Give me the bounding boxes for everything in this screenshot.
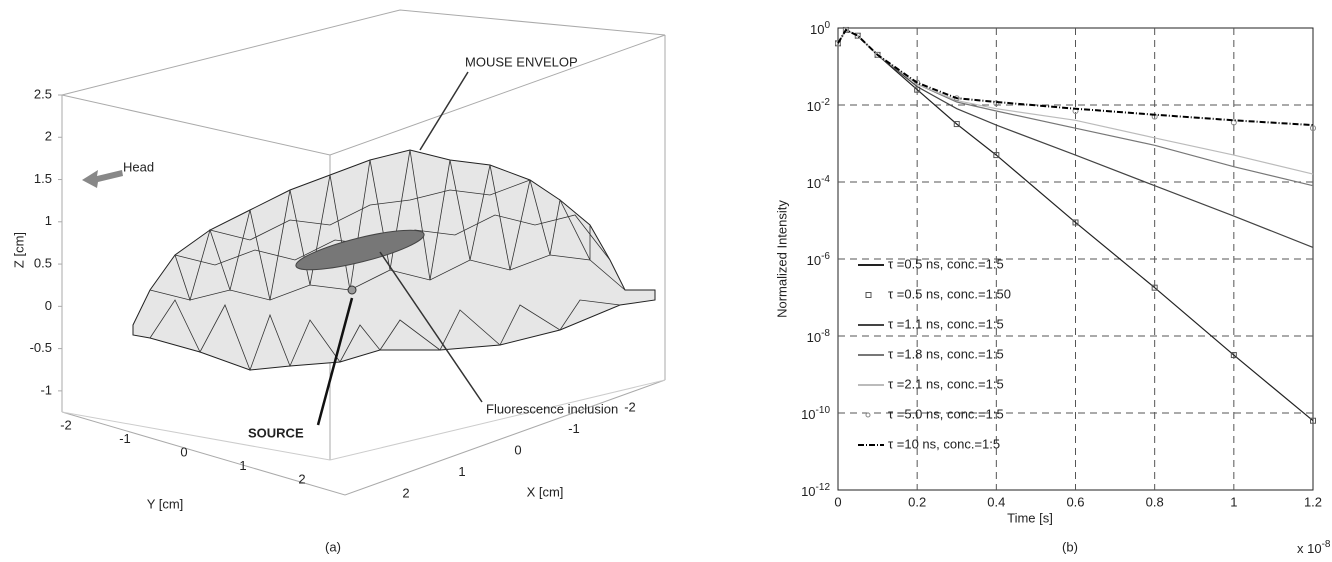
x-tick-label: 1.2: [1304, 494, 1322, 509]
y-axis-label: Normalized Intensity: [774, 200, 789, 318]
x-tick-label: 0: [834, 494, 841, 509]
z-tick-label: 1.5: [34, 171, 52, 186]
z-tick-label: 0.5: [34, 256, 52, 271]
legend-swatch: [865, 412, 871, 418]
marker: [1151, 284, 1158, 291]
marker: [874, 51, 881, 58]
z-tick-label: 1: [45, 213, 52, 228]
y-tick-label: 10-4: [807, 174, 831, 192]
y-axis-label: Y [cm]: [147, 496, 184, 511]
legend-label: τ =1.8 ns, conc.=1:5: [888, 346, 1004, 361]
marker: [1230, 119, 1237, 126]
x-tick-label: 0.4: [987, 494, 1005, 509]
x-tick-label: 2: [402, 485, 409, 500]
marker: [1072, 219, 1079, 226]
z-tick-label: 0: [45, 298, 52, 313]
x-tick-label: 0: [514, 442, 521, 457]
y-tick-label: 1: [239, 458, 246, 473]
x-tick-label: -2: [624, 399, 636, 414]
caption: (b): [1062, 539, 1078, 554]
marker: [953, 121, 960, 128]
y-tick-label: 0: [180, 444, 187, 459]
caption: (a): [325, 539, 341, 554]
y-tick-label: 2: [298, 471, 305, 486]
y-tick-label: 100: [810, 20, 830, 38]
x-tick-label: 0.2: [908, 494, 926, 509]
z-tick-label: 2: [45, 129, 52, 144]
x-multiplier: x 10-8: [1297, 539, 1331, 557]
x-tick-label: 1: [1230, 494, 1237, 509]
marker: [835, 40, 841, 47]
y-tick-label: -1: [119, 431, 131, 446]
z-tick-label: -1: [40, 382, 52, 397]
series-line: [837, 28, 1314, 127]
y-tick-label: -2: [60, 417, 72, 432]
y-tick-label: 10-10: [801, 405, 830, 423]
marker: [1310, 417, 1316, 424]
marker: [993, 100, 1000, 107]
annotation: Head: [123, 159, 154, 174]
y-tick-label: 10-2: [807, 97, 831, 115]
x-tick-label: -1: [568, 421, 580, 436]
y-tick-label: 10-6: [807, 251, 831, 269]
x-tick-label: 0.6: [1066, 494, 1084, 509]
x-axis-label: X [cm]: [527, 484, 564, 499]
y-tick-label: 10-12: [801, 482, 830, 500]
legend-label: τ =0.5 ns, conc.=1:5: [888, 256, 1004, 271]
legend-label: τ =10 ns, conc.=1:5: [888, 436, 1000, 451]
marker: [842, 26, 849, 33]
legend-label: τ =2.1 ns, conc.=1:5: [888, 376, 1004, 391]
annotation: Fluorescence inclusion: [486, 401, 618, 416]
marker: [1230, 352, 1237, 359]
z-tick-label: -0.5: [30, 340, 52, 355]
x-tick-label: 0.8: [1146, 494, 1164, 509]
marker: [993, 152, 1000, 159]
x-axis-label: Time [s]: [1007, 510, 1053, 525]
annotation: SOURCE: [248, 425, 304, 440]
legend-swatch: [865, 292, 872, 298]
marker: [854, 32, 861, 39]
annotation: MOUSE ENVELOP: [465, 54, 578, 69]
marker: [1310, 125, 1316, 132]
x-tick-label: 1: [458, 464, 465, 479]
z-axis-label: Z [cm]: [11, 232, 26, 268]
legend-label: τ =1.1 ns, conc.=1:5: [888, 316, 1004, 331]
legend-label: τ =5.0 ns, conc.=1:5: [888, 406, 1004, 421]
legend-label: τ =0.5 ns, conc.=1:50: [888, 286, 1011, 301]
mouse-mesh: [82, 71, 656, 426]
z-tick-label: 2.5: [34, 86, 52, 101]
y-tick-label: 10-8: [807, 328, 831, 346]
